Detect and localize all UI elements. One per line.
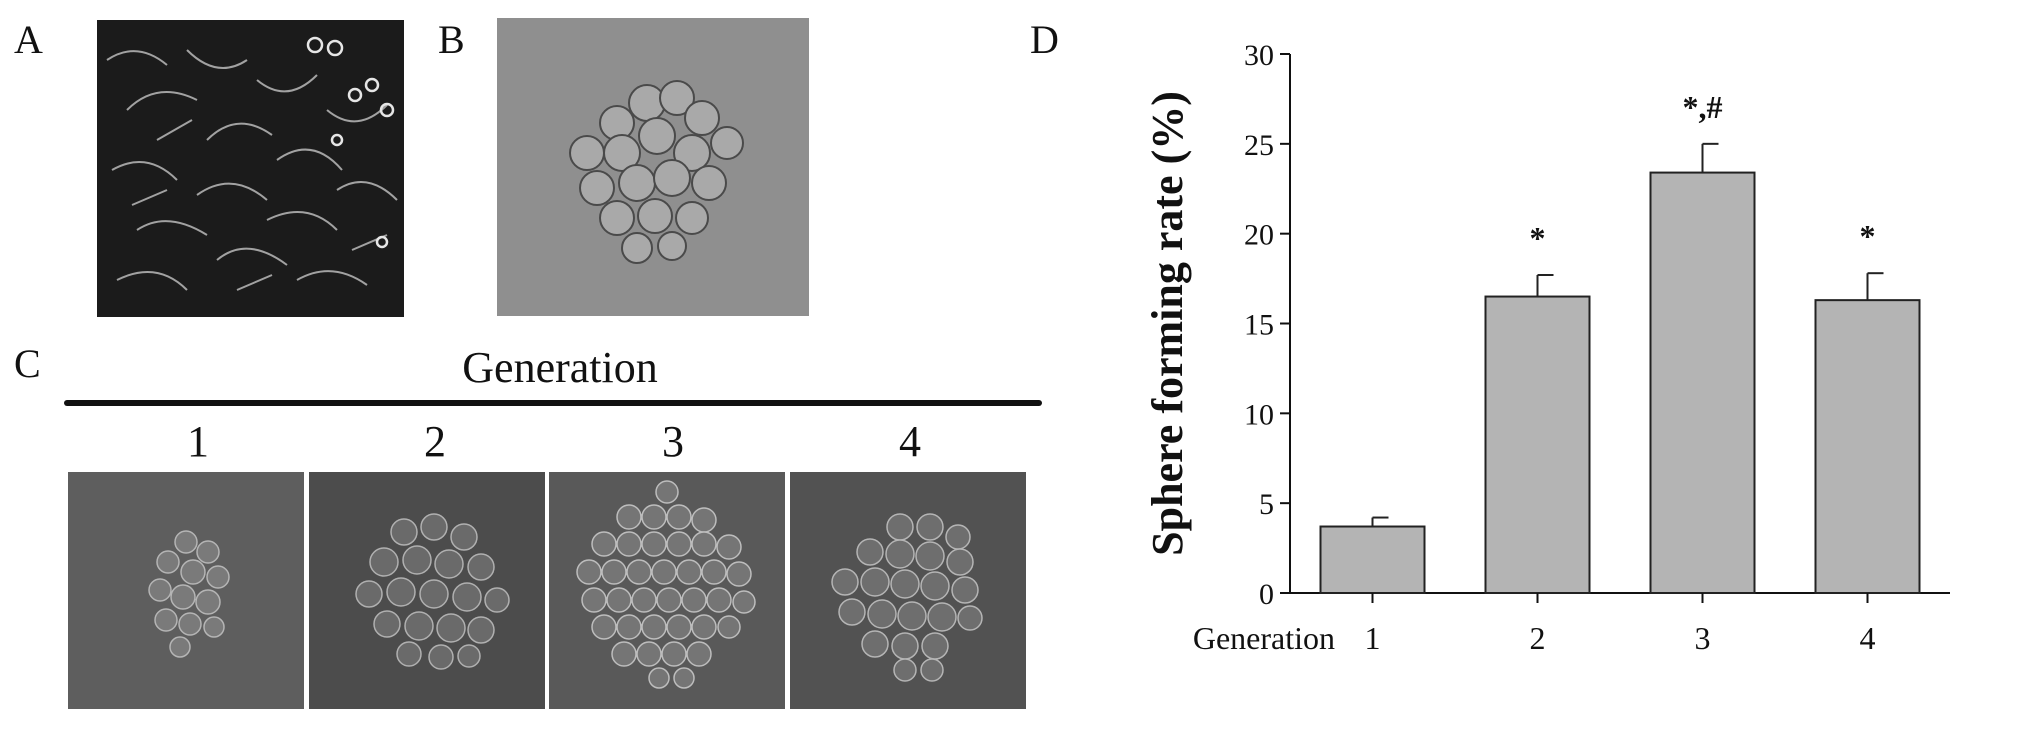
- x-tick-label: 3: [1695, 620, 1711, 656]
- bar-generation-2: [1484, 295, 1591, 594]
- category-axis-label: Generation: [1193, 620, 1335, 656]
- bar-generation-1: [1319, 525, 1426, 595]
- y-tick-label: 20: [1244, 219, 1274, 252]
- micrograph-generation-1: [68, 472, 304, 709]
- panel-label-c: C: [14, 341, 41, 386]
- y-ticks: 0 5 10 15 20 25 30: [1244, 39, 1290, 611]
- micrograph-generation-2: [309, 472, 545, 709]
- significance-annotation: *: [1530, 220, 1546, 256]
- bar-generation-4: [1814, 299, 1921, 594]
- micrograph-generation-3: [549, 472, 785, 709]
- error-bars: [1371, 142, 1884, 527]
- generation-column-4: 4: [899, 417, 921, 466]
- sphere-forming-rate-chart: Sphere forming rate (%) 0 5 10 15 20 25 30 * *,…: [1143, 39, 1950, 656]
- panel-label-b: B: [438, 17, 465, 62]
- panel-label-d: D: [1030, 17, 1059, 62]
- significance-annotation: *,#: [1683, 89, 1723, 125]
- x-tick-label: 1: [1365, 620, 1381, 656]
- generation-column-2: 2: [424, 417, 446, 466]
- y-tick-label: 25: [1244, 129, 1274, 162]
- generation-column-3: 3: [662, 417, 684, 466]
- micrograph-sphere-large: [497, 18, 809, 316]
- significance-annotation: *: [1860, 218, 1876, 254]
- micrograph-adherent-cells: [97, 20, 404, 317]
- y-tick-label: 30: [1244, 39, 1274, 72]
- y-axis-label: Sphere forming rate (%): [1143, 91, 1192, 556]
- generation-column-1: 1: [187, 417, 209, 466]
- x-tick-label: 4: [1860, 620, 1876, 656]
- y-tick-label: 10: [1244, 398, 1274, 431]
- y-tick-label: 0: [1259, 578, 1274, 611]
- panel-label-a: A: [14, 17, 43, 62]
- generation-title: Generation: [462, 343, 658, 392]
- bars: [1319, 171, 1921, 595]
- x-ticks: 1 2 3 4 Generation: [1193, 593, 1876, 656]
- y-tick-label: 5: [1259, 488, 1274, 521]
- y-axis-label-group: Sphere forming rate (%): [1143, 91, 1192, 556]
- significance-annotations: * *,# *: [1530, 89, 1876, 256]
- x-tick-label: 2: [1530, 620, 1546, 656]
- bar-generation-3: [1649, 171, 1756, 595]
- y-tick-label: 15: [1244, 309, 1274, 342]
- generation-rule: [64, 400, 1042, 406]
- micrograph-generation-4: [790, 472, 1026, 709]
